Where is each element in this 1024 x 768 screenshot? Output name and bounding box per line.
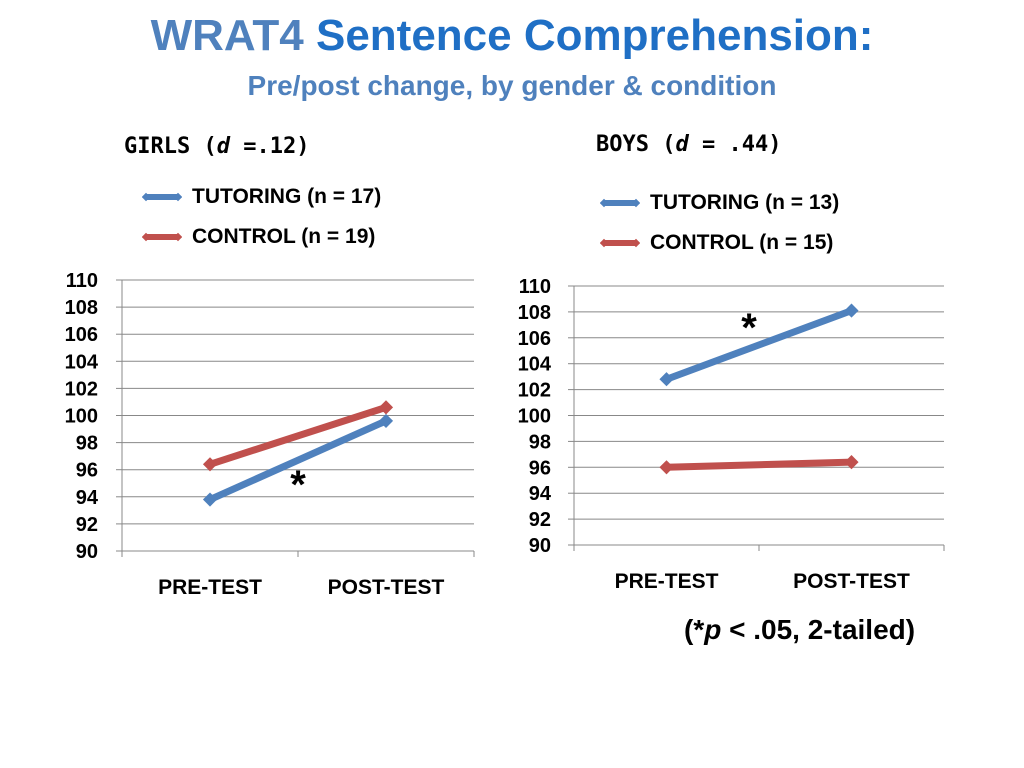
boys-series-line-control — [666, 458, 852, 471]
girls-title-d: d — [216, 134, 230, 159]
girls-y-tick-label: 106 — [65, 324, 98, 346]
footnote-p: p — [704, 614, 722, 645]
legend-line-tutoring-icon — [142, 192, 182, 202]
girls-y-tick-label: 108 — [65, 297, 98, 319]
boys-legend-tutoring: TUTORING (n = 13) — [600, 183, 839, 223]
boys-legend-control: CONTROL (n = 15) — [600, 223, 839, 263]
boys-data-point-tutoring — [659, 372, 674, 387]
girls-significance-asterisk: * — [290, 463, 306, 507]
boys-significance-asterisk: * — [741, 306, 757, 350]
girls-y-tick-label: 104 — [65, 351, 99, 373]
boys-y-tick-label: 104 — [518, 354, 552, 376]
girls-legend-tutoring: TUTORING (n = 17) — [142, 177, 381, 217]
girls-y-tick-label: 92 — [76, 514, 98, 536]
girls-title-suffix: =.12) — [229, 134, 310, 159]
boys-legend-tutoring-label: TUTORING (n = 13) — [650, 191, 840, 214]
girls-y-tick-label: 100 — [65, 406, 98, 428]
boys-title-prefix: BOYS ( — [596, 132, 676, 157]
girls-y-tick-label: 98 — [76, 433, 98, 455]
boys-y-tick-label: 110 — [519, 276, 551, 298]
boys-y-tick-label: 96 — [529, 457, 551, 479]
legend-line-control-icon — [142, 232, 182, 242]
legend-line-tutoring-icon — [600, 198, 640, 208]
boys-x-tick-label: PRE-TEST — [615, 570, 719, 593]
boys-y-tick-label: 106 — [518, 328, 551, 350]
boys-y-tick-label: 90 — [529, 535, 551, 557]
footnote-open: (* — [684, 614, 705, 645]
boys-y-tick-label: 92 — [529, 509, 551, 531]
boys-y-tick-label: 98 — [529, 431, 551, 453]
girls-y-tick-label: 94 — [76, 487, 99, 509]
title-main: Sentence Comprehension: — [315, 11, 874, 60]
boys-x-tick-label: POST-TEST — [793, 570, 910, 593]
boys-y-tick-label: 102 — [518, 380, 551, 402]
boys-chart-title: BOYS (d = .44) — [596, 132, 781, 157]
girls-data-point-control — [378, 400, 394, 415]
legend-line-control-icon — [600, 238, 640, 248]
boys-data-point-tutoring — [844, 303, 859, 318]
footnote-rest: < .05, 2-tailed) — [721, 614, 916, 645]
boys-y-tick-label: 94 — [529, 483, 552, 505]
significance-footnote: (*p < .05, 2-tailed) — [684, 614, 915, 646]
girls-data-point-tutoring — [202, 492, 218, 507]
girls-data-point-control — [202, 457, 218, 472]
girls-y-tick-label: 96 — [76, 460, 98, 482]
girls-legend-control: CONTROL (n = 19) — [142, 217, 381, 257]
girls-y-tick-label: 90 — [76, 541, 98, 563]
boys-legend: TUTORING (n = 13) CONTROL (n = 15) — [600, 183, 839, 263]
girls-series-line-control — [208, 404, 388, 468]
page-subtitle: Pre/post change, by gender & condition — [247, 70, 777, 101]
boys-data-point-control — [844, 455, 859, 470]
page-title: WRAT4 Sentence Comprehension: — [0, 8, 1024, 64]
boys-data-point-control — [659, 460, 674, 475]
boys-title-suffix: = .44) — [688, 132, 782, 157]
girls-series-line-tutoring — [208, 417, 388, 503]
boys-title-d: d — [675, 132, 689, 157]
boys-legend-control-label: CONTROL (n = 15) — [650, 231, 834, 254]
boys-series-line-tutoring — [665, 307, 853, 383]
title-acronym: WRAT4 — [150, 11, 304, 60]
girls-legend-control-label: CONTROL (n = 19) — [192, 225, 376, 248]
boys-y-tick-label: 100 — [518, 406, 551, 428]
girls-chart-title: GIRLS (d =.12) — [124, 134, 309, 159]
girls-data-point-tutoring — [378, 413, 394, 428]
boys-y-tick-label: 108 — [518, 302, 551, 324]
girls-legend-tutoring-label: TUTORING (n = 17) — [192, 185, 382, 208]
girls-x-tick-label: POST-TEST — [328, 576, 445, 599]
girls-y-tick-label: 102 — [65, 378, 98, 400]
girls-y-tick-label: 110 — [66, 270, 98, 292]
girls-title-prefix: GIRLS ( — [124, 134, 217, 159]
girls-x-tick-label: PRE-TEST — [158, 576, 262, 599]
girls-legend: TUTORING (n = 17) CONTROL (n = 19) — [142, 177, 381, 257]
